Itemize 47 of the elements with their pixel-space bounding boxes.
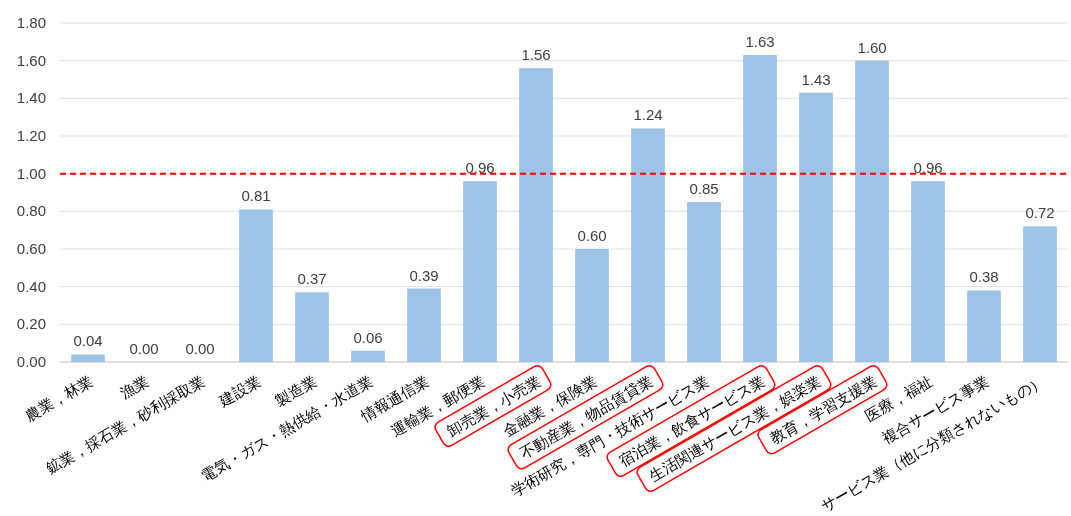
bar — [631, 128, 665, 362]
bar — [855, 60, 889, 362]
data-label: 1.60 — [857, 38, 887, 56]
y-tick-label: 1.40 — [16, 89, 46, 107]
data-label: 0.72 — [1025, 204, 1055, 222]
data-label: 0.96 — [913, 159, 943, 177]
bar — [1023, 226, 1057, 362]
bar — [519, 68, 553, 362]
y-tick-label: 0.20 — [16, 315, 46, 333]
y-tick-label: 0.80 — [16, 202, 46, 220]
y-tick-label: 1.20 — [16, 127, 46, 144]
data-label: 1.63 — [745, 33, 775, 51]
bar — [743, 55, 777, 362]
data-label: 0.04 — [73, 332, 103, 350]
y-tick-label: 0.00 — [16, 353, 46, 370]
data-label: 0.06 — [353, 328, 383, 346]
y-tick-label: 1.60 — [16, 51, 46, 69]
bar — [239, 209, 273, 362]
x-tick-label: 農業，林業 — [22, 371, 96, 425]
bar — [407, 288, 441, 362]
data-label: 0.85 — [689, 179, 719, 197]
data-label: 0.60 — [577, 227, 607, 244]
bar — [575, 249, 609, 362]
x-tick-label: 建設業 — [215, 371, 264, 410]
y-tick-label: 0.60 — [16, 240, 46, 257]
bar — [295, 292, 329, 362]
data-label: 1.56 — [521, 46, 551, 64]
data-label: 0.00 — [129, 340, 159, 357]
y-tick-label: 1.00 — [16, 164, 46, 182]
y-tick-label: 1.80 — [16, 14, 46, 31]
bar — [799, 92, 833, 362]
bar — [687, 201, 721, 362]
bar — [911, 181, 945, 362]
x-tick-label: 漁業 — [117, 371, 152, 402]
data-label: 1.43 — [801, 70, 831, 88]
y-tick-label: 0.40 — [16, 277, 46, 295]
bar — [71, 354, 105, 362]
data-label: 0.96 — [465, 159, 495, 177]
bar — [967, 290, 1001, 362]
data-label: 0.00 — [185, 340, 215, 357]
data-label: 0.39 — [409, 266, 439, 284]
bar — [463, 181, 497, 362]
bar — [351, 350, 385, 362]
data-label: 0.38 — [969, 268, 999, 286]
data-label: 0.37 — [297, 270, 327, 288]
data-label: 0.81 — [241, 187, 271, 205]
data-label: 1.24 — [633, 106, 663, 124]
